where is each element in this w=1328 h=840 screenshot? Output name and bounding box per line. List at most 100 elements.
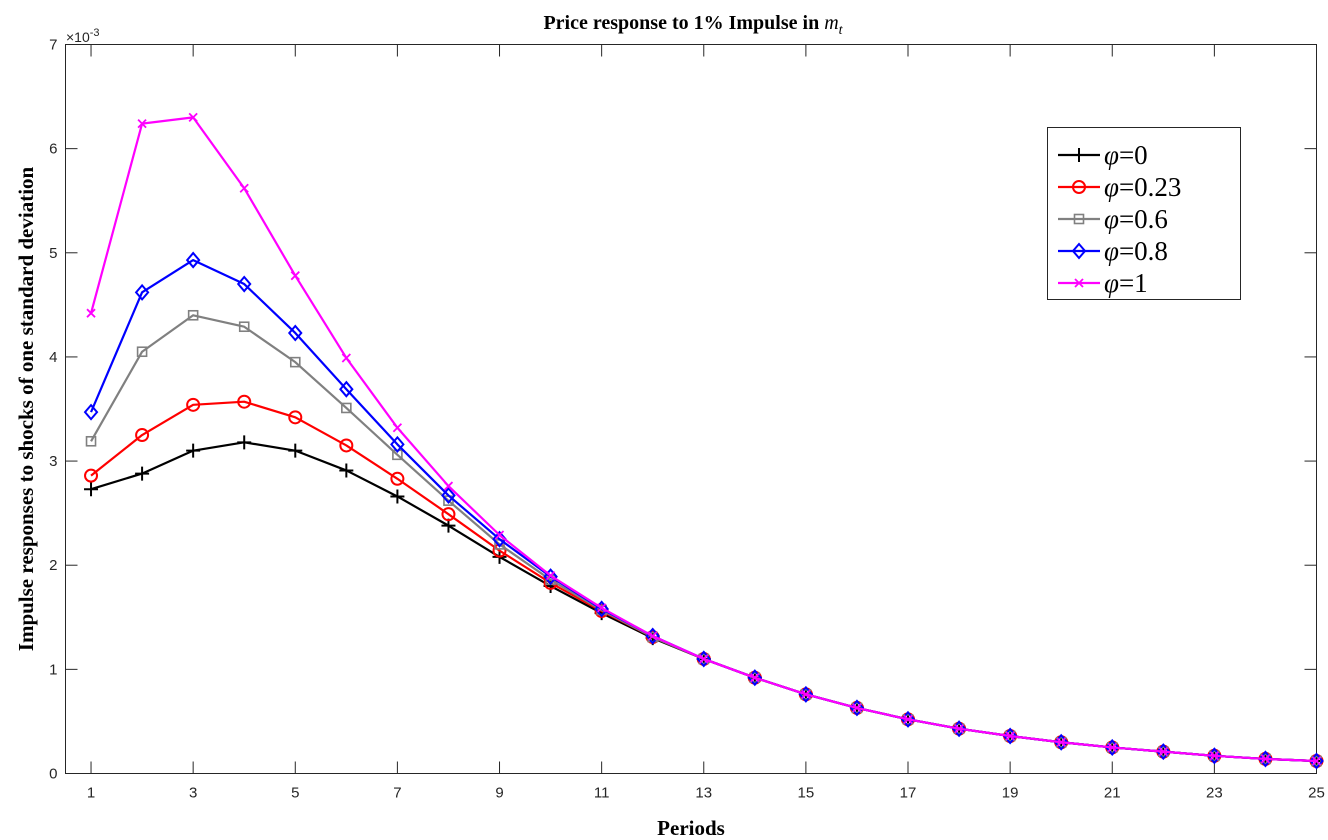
legend-value: =0.23 bbox=[1119, 172, 1181, 202]
data-point bbox=[800, 689, 812, 700]
legend-entry: φ=1 bbox=[1058, 268, 1148, 298]
data-point bbox=[441, 486, 456, 504]
data-point bbox=[543, 568, 558, 586]
data-point bbox=[852, 703, 862, 713]
data-point bbox=[1107, 742, 1117, 753]
y-tick-label: 1 bbox=[49, 661, 57, 678]
legend-symbol: φ bbox=[1104, 236, 1119, 266]
legend-entry: φ=0.6 bbox=[1058, 204, 1168, 234]
y-tick-label: 6 bbox=[49, 141, 57, 158]
legend-marker bbox=[1072, 148, 1086, 162]
data-point bbox=[137, 119, 147, 129]
legend-label: φ=0.8 bbox=[1104, 236, 1168, 266]
series-line bbox=[90, 314, 1317, 763]
data-point bbox=[339, 380, 354, 398]
data-point bbox=[185, 251, 201, 269]
x-tick-label: 5 bbox=[291, 785, 299, 802]
data-point bbox=[135, 466, 150, 481]
series-line bbox=[90, 400, 1317, 763]
data-point bbox=[85, 435, 97, 447]
y-tick-label: 5 bbox=[49, 245, 57, 262]
data-point bbox=[1056, 737, 1066, 747]
data-point bbox=[84, 482, 99, 497]
data-point bbox=[1311, 756, 1322, 766]
data-point bbox=[186, 397, 201, 412]
legend-label: φ=0.6 bbox=[1104, 204, 1168, 234]
data-point bbox=[135, 428, 150, 443]
data-point bbox=[443, 481, 454, 491]
y-tick-label: 3 bbox=[49, 453, 57, 470]
x-tick-label: 25 bbox=[1308, 785, 1325, 802]
x-tick-label: 9 bbox=[495, 785, 503, 802]
data-point bbox=[186, 443, 201, 458]
data-point bbox=[134, 283, 150, 301]
legend-label: φ=0 bbox=[1104, 140, 1148, 170]
data-point bbox=[903, 714, 913, 724]
series-0 bbox=[84, 435, 1324, 769]
data-point bbox=[341, 353, 351, 363]
x-tick-label: 11 bbox=[594, 785, 610, 802]
x-tick-label: 23 bbox=[1206, 785, 1223, 802]
chart-title: Price response to 1% Impulse in mt bbox=[543, 12, 843, 38]
legend-entry: φ=0 bbox=[1058, 140, 1148, 170]
legend-entry: φ=0.8 bbox=[1058, 236, 1168, 266]
x-tick-label: 7 bbox=[393, 785, 401, 802]
data-point bbox=[494, 530, 505, 540]
data-point bbox=[239, 183, 249, 193]
x-tick-label: 19 bbox=[1002, 785, 1019, 802]
data-point bbox=[288, 410, 303, 425]
data-point bbox=[900, 710, 916, 728]
legend-marker bbox=[1071, 242, 1087, 260]
series-1 bbox=[84, 394, 1324, 769]
legend-value: =0 bbox=[1119, 140, 1148, 170]
x-axis-label: Periods bbox=[657, 816, 725, 840]
data-point bbox=[750, 673, 760, 683]
data-point bbox=[390, 435, 405, 453]
x-tick-label: 21 bbox=[1104, 785, 1121, 802]
series-line bbox=[90, 258, 1317, 763]
legend-value: =1 bbox=[1119, 268, 1148, 298]
data-point bbox=[1156, 743, 1171, 761]
data-point bbox=[392, 423, 403, 433]
legend-symbol: φ bbox=[1104, 140, 1119, 170]
y-tick-label: 0 bbox=[49, 766, 57, 783]
series-3 bbox=[83, 251, 1324, 770]
chart-title-variable: m bbox=[824, 12, 838, 34]
y-axis-label: Impulse responses to shocks of one stand… bbox=[14, 166, 38, 651]
data-point bbox=[1309, 752, 1324, 770]
data-point bbox=[84, 468, 99, 483]
data-point bbox=[287, 324, 303, 342]
series-line bbox=[90, 441, 1317, 763]
legend-label: φ=1 bbox=[1104, 268, 1148, 298]
data-point bbox=[341, 402, 352, 414]
data-point bbox=[188, 112, 198, 123]
data-point bbox=[1104, 738, 1120, 757]
data-point bbox=[951, 720, 967, 738]
data-point bbox=[1002, 727, 1018, 745]
data-point bbox=[699, 654, 709, 664]
data-point bbox=[1158, 746, 1168, 757]
x-tick-label: 15 bbox=[798, 785, 815, 802]
legend-symbol: φ bbox=[1104, 204, 1119, 234]
data-point bbox=[390, 471, 405, 486]
legend: φ=0φ=0.23φ=0.6φ=0.8φ=1 bbox=[1047, 127, 1241, 300]
svg-text:×10-3: ×10-3 bbox=[66, 27, 100, 45]
data-point bbox=[954, 724, 964, 734]
data-point bbox=[238, 321, 250, 333]
legend-marker bbox=[1074, 278, 1084, 288]
x-tick-label: 17 bbox=[900, 785, 917, 802]
data-point bbox=[1260, 754, 1271, 764]
legend-symbol: φ bbox=[1104, 268, 1119, 298]
series-2 bbox=[85, 309, 1322, 767]
legend-label: φ=0.23 bbox=[1104, 172, 1181, 202]
x-tick-label: 13 bbox=[695, 785, 712, 802]
data-point bbox=[86, 308, 96, 318]
y-multiplier-exponent: -3 bbox=[90, 27, 100, 39]
chart-title-prefix: Price response to 1% Impulse in bbox=[543, 12, 824, 34]
legend-value: =0.6 bbox=[1119, 204, 1168, 234]
data-point bbox=[339, 438, 354, 453]
data-point bbox=[597, 603, 607, 613]
data-point bbox=[236, 275, 252, 293]
data-point bbox=[698, 653, 710, 665]
